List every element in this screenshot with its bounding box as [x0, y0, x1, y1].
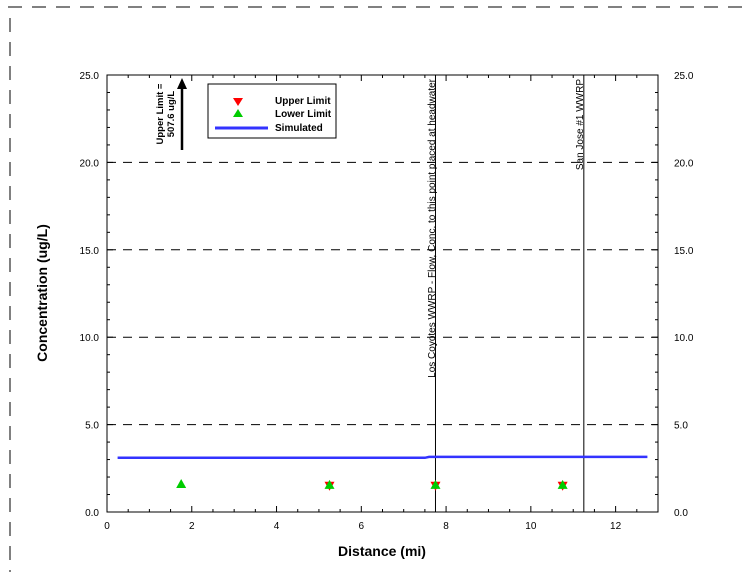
grid-layer	[107, 161, 658, 426]
y-tick-label-right: 20.0	[674, 158, 694, 169]
legend-marker-upper-limit	[233, 98, 243, 106]
upper-limit-note: Upper Limit = 507.6 ug/L	[155, 78, 187, 150]
y-tick-label-left: 5.0	[85, 421, 99, 432]
y-tick-label-right: 10.0	[674, 333, 694, 344]
legend: Upper Limit Lower Limit Simulated	[207, 83, 337, 139]
legend-label-upper-limit: Upper Limit	[275, 96, 331, 107]
vertical-line-layer	[434, 75, 585, 512]
y-tick-label-right: 15.0	[674, 246, 694, 257]
y-tick-label-right: 25.0	[674, 71, 694, 82]
tick-layer: 0.0 0.0 5.0 5.0 10.0 10.0 15.0 15.0 20.0 20.0 25.0…	[80, 71, 694, 532]
x-tick-label: 0	[104, 521, 110, 532]
legend-label-lower-limit: Lower Limit	[275, 109, 332, 120]
lower-limit-point	[430, 479, 441, 489]
lower-limit-point	[324, 479, 335, 489]
series-layer	[117, 455, 648, 491]
x-tick-label: 6	[359, 521, 365, 532]
lower-limit-point	[176, 479, 187, 489]
y-tick-label-left: 20.0	[80, 158, 100, 169]
simulated-series-line	[117, 455, 648, 460]
los-coyotes-label: Los Coyotes WWRP - Flow, Conc. to this p…	[427, 78, 438, 378]
y-tick-label-right: 5.0	[674, 421, 688, 432]
upper-limit-note-line2: 507.6 ug/L	[166, 91, 177, 138]
x-tick-label: 2	[189, 521, 195, 532]
upper-limit-arrow-head	[177, 78, 187, 89]
x-tick-label: 4	[274, 521, 280, 532]
x-axis-title: Distance (mi)	[338, 543, 426, 559]
x-tick-label: 8	[443, 521, 449, 532]
upper-limit-note-line1: Upper Limit =	[155, 83, 166, 144]
san-jose-label: San Jose #1 WWRP	[575, 79, 586, 170]
y-axis-title: Concentration (ug/L)	[34, 224, 50, 362]
lower-limit-point	[557, 479, 568, 489]
legend-label-simulated: Simulated	[275, 123, 323, 134]
y-tick-label-left: 25.0	[80, 71, 100, 82]
x-tick-label: 12	[610, 521, 622, 532]
legend-marker-lower-limit	[233, 109, 243, 117]
y-tick-label-left: 15.0	[80, 246, 100, 257]
x-tick-label: 10	[525, 521, 537, 532]
y-tick-label-left: 0.0	[85, 508, 99, 519]
y-tick-label-left: 10.0	[80, 333, 100, 344]
y-tick-label-right: 0.0	[674, 508, 688, 519]
